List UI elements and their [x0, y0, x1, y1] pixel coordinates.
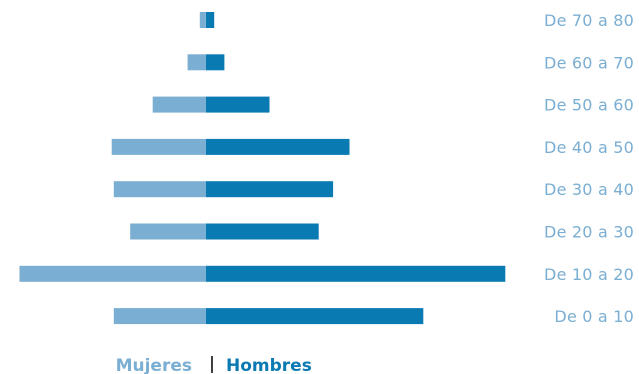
bar-men-de-70-a-80 — [206, 12, 215, 28]
bar-men-de-10-a-20 — [206, 265, 506, 282]
category-label-de-0-a-10: De 0 a 10 — [554, 307, 634, 326]
legend-women-label: Mujeres — [116, 356, 192, 374]
category-label-de-70-a-80: De 70 a 80 — [544, 11, 634, 30]
bar-men-de-30-a-40 — [206, 181, 334, 198]
bar-men-de-40-a-50 — [206, 138, 350, 155]
bar-men-de-0-a-10 — [206, 308, 424, 325]
category-label-de-10-a-20: De 10 a 20 — [544, 265, 634, 284]
category-labels: De 70 a 80 De 60 a 70 De 50 a 60 De 40 a 50… — [544, 11, 634, 326]
category-label-de-60-a-70: De 60 a 70 — [544, 53, 634, 72]
bar-men-de-20-a-30 — [206, 223, 319, 240]
bar-men-de-60-a-70 — [206, 54, 225, 71]
bar-women-de-0-a-10 — [113, 308, 206, 325]
bar-women-de-10-a-20 — [19, 265, 206, 282]
bar-women-de-70-a-80 — [199, 12, 206, 28]
bar-women-de-20-a-30 — [130, 223, 206, 240]
category-label-de-50-a-60: De 50 a 60 — [544, 96, 634, 115]
category-label-de-30-a-40: De 30 a 40 — [544, 180, 634, 199]
bar-women-de-50-a-60 — [152, 96, 206, 113]
category-label-de-40-a-50: De 40 a 50 — [544, 138, 634, 157]
legend: Mujeres | Hombres — [116, 354, 312, 374]
men-bars — [206, 12, 506, 325]
bar-women-de-40-a-50 — [111, 138, 206, 155]
bar-women-de-30-a-40 — [113, 181, 206, 198]
bar-men-de-50-a-60 — [206, 96, 270, 113]
bar-women-de-60-a-70 — [187, 54, 206, 71]
legend-men-label: Hombres — [226, 356, 312, 374]
category-label-de-20-a-30: De 20 a 30 — [544, 223, 634, 242]
women-bars — [19, 12, 206, 325]
legend-separator: | — [209, 354, 215, 374]
